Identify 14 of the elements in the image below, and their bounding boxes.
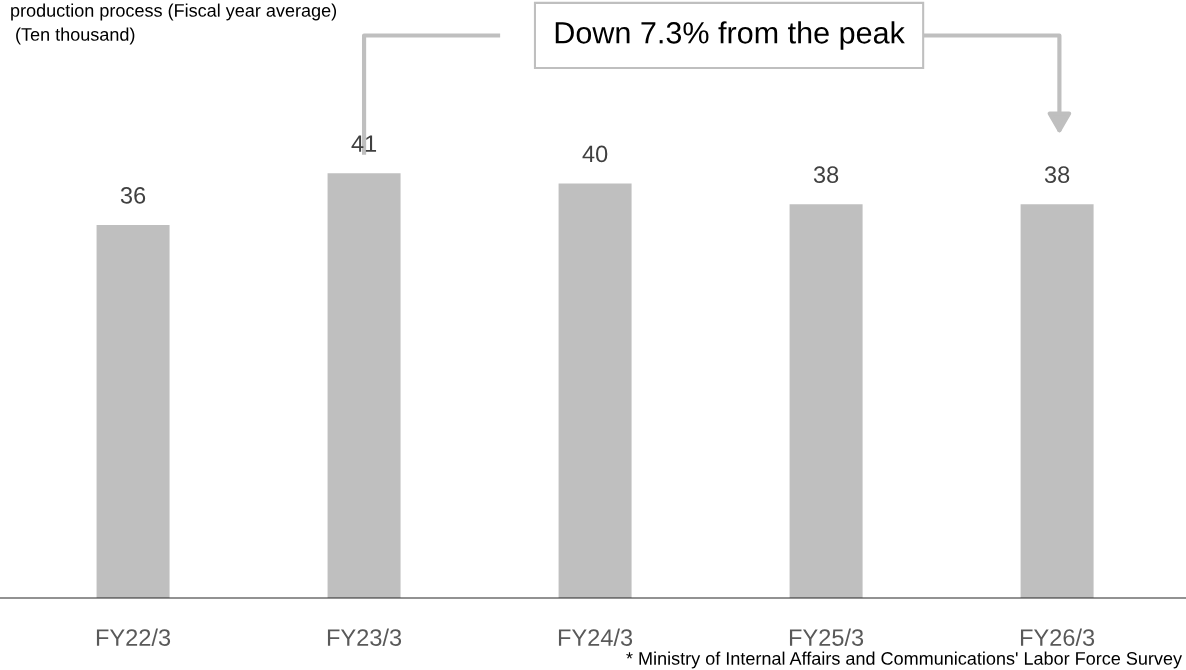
data-label: 36	[120, 187, 146, 204]
data-label: 40	[582, 145, 608, 163]
data-label: 41	[351, 135, 377, 152]
chart-title: production process (Fiscal year average)	[11, 3, 337, 21]
x-tick-label: FY23/3	[327, 628, 402, 646]
x-tick-label: FY22/3	[96, 628, 171, 646]
x-tick-label: FY26/3	[1020, 628, 1095, 646]
data-label: 38	[1044, 166, 1070, 183]
data-label: 38	[813, 166, 839, 183]
text: (Ten thousand)	[16, 27, 135, 45]
text: * Ministry of Internal Affairs and Communications' Labor Force Survey	[626, 651, 1182, 669]
text: Down 7.3% from the peak	[555, 21, 905, 50]
x-tick-label: FY24/3	[558, 628, 633, 646]
x-tick-label: FY25/3	[789, 628, 864, 646]
